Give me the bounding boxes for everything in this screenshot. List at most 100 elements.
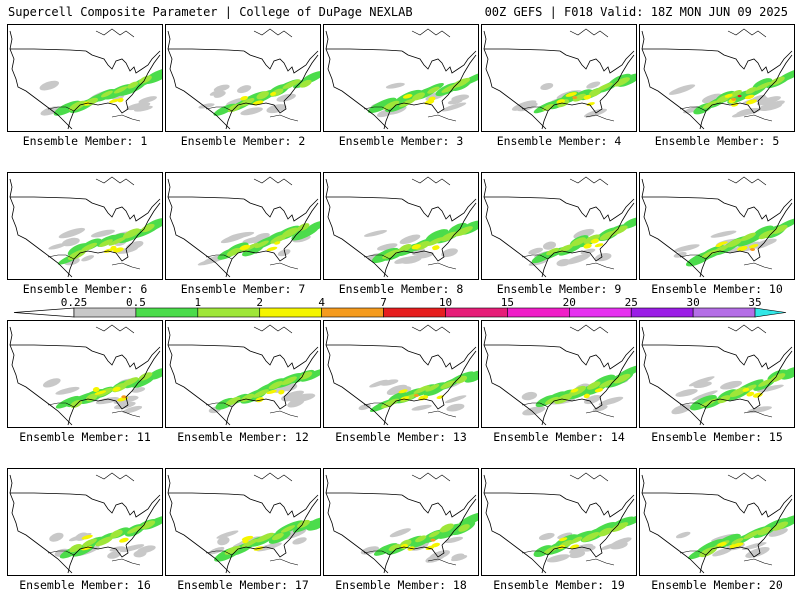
us-basemap — [641, 472, 794, 574]
scp-contour-0.25 — [756, 96, 781, 106]
scp-contour-0.25 — [522, 406, 546, 416]
colorbar-tick-label: 0.5 — [126, 296, 146, 309]
scp-contour-0.25 — [380, 379, 399, 386]
scp-contour-0.25 — [131, 387, 146, 393]
scp-contour-0.25 — [137, 545, 156, 554]
scp-contour-1 — [281, 227, 299, 238]
scp-contour-2 — [744, 94, 755, 100]
ensemble-member-map — [639, 24, 795, 132]
scp-contour-1 — [699, 546, 718, 558]
scp-contour-1 — [412, 92, 425, 101]
ensemble-member-map — [481, 172, 637, 280]
colorbar-tick-label: 10 — [439, 296, 452, 309]
colorbar-tick-label: 2 — [256, 296, 263, 309]
scp-contour-1 — [758, 378, 773, 387]
member-caption: Ensemble Member: 16 — [19, 578, 151, 592]
scp-contour-1 — [570, 536, 583, 544]
page-title: Supercell Composite Parameter | College … — [8, 5, 413, 19]
scp-contour-0.25 — [256, 542, 282, 552]
scp-contour-0.25 — [61, 237, 80, 247]
scp-contour-0.25 — [573, 228, 595, 239]
scp-contour-1 — [570, 237, 586, 247]
scp-contour-0.25 — [216, 530, 239, 539]
ensemble-member-map — [7, 320, 163, 428]
scp-contour-0.25 — [208, 546, 225, 555]
scp-contour-4 — [413, 393, 419, 397]
scp-contour-0.25 — [701, 93, 723, 104]
scp-contour-2 — [436, 395, 444, 399]
scp-contour-2 — [583, 393, 590, 399]
scp-contour-1 — [731, 537, 744, 545]
scp-contour-0.25 — [213, 84, 230, 92]
us-basemap — [325, 324, 478, 426]
scp-contour-2 — [745, 99, 757, 105]
scp-contour-0.25 — [400, 255, 422, 264]
scp-contour-1 — [595, 82, 613, 92]
scp-contour-0.5 — [558, 243, 583, 256]
ensemble-member-map — [165, 24, 321, 132]
scp-contour-0.25 — [377, 243, 398, 251]
member-caption: Ensemble Member: 9 — [496, 282, 622, 296]
colorbar-legend: 0.25 0.5 1 2 4 7 10 15 20 25 30 35 — [13, 296, 787, 318]
colorbar-under-arrow — [13, 307, 75, 318]
scp-contour-0.25 — [446, 403, 465, 412]
scp-contour-0.25 — [117, 246, 139, 254]
scp-contour-1 — [726, 238, 742, 248]
scp-contour-2 — [746, 391, 755, 397]
scp-contour-1 — [546, 247, 559, 256]
scp-contour-1 — [256, 91, 269, 100]
scp-contour-2 — [278, 389, 285, 395]
scp-contour-2 — [240, 95, 249, 101]
scp-contour-1 — [140, 520, 156, 530]
scp-contour-0.5 — [464, 370, 478, 383]
scp-contour-0.25 — [441, 248, 458, 258]
scp-contour-1 — [68, 100, 87, 111]
scp-contour-2 — [583, 94, 592, 100]
scp-contour-4 — [731, 97, 737, 101]
scp-contour-1 — [572, 93, 586, 102]
scp-contour-1 — [712, 244, 730, 254]
scp-contour-1 — [613, 77, 630, 87]
ensemble-member-map — [165, 172, 321, 280]
scp-contour-1 — [717, 395, 731, 404]
scp-contour-0.25 — [240, 107, 263, 116]
member-caption: Ensemble Member: 8 — [338, 282, 464, 296]
scp-contour-1 — [123, 228, 141, 239]
scp-contour-0.25 — [757, 384, 784, 393]
colorbar-segment — [569, 307, 632, 318]
scp-contour-1 — [108, 236, 127, 246]
scp-contour-1 — [297, 519, 310, 528]
scp-contour-1 — [745, 87, 757, 95]
us-basemap — [641, 176, 794, 278]
scp-contour-0.5 — [780, 367, 794, 380]
scp-contour-1 — [757, 526, 772, 536]
scp-contour-0.25 — [693, 381, 712, 389]
scp-contour-0.25 — [444, 536, 464, 544]
scp-contour-0.25 — [40, 106, 61, 116]
ensemble-member-map — [7, 468, 163, 576]
scp-contour-0.25 — [119, 544, 145, 553]
scp-contour-1 — [272, 532, 284, 541]
scp-contour-1 — [282, 79, 301, 89]
scp-contour-0.25 — [81, 255, 95, 262]
scp-contour-7 — [737, 94, 742, 98]
colorbar-segment — [259, 307, 322, 318]
scp-contour-2 — [94, 390, 107, 395]
scp-contour-1 — [227, 103, 241, 113]
scp-contour-0.5 — [622, 217, 636, 229]
scp-contour-1 — [82, 538, 97, 547]
scp-contour-0.5 — [367, 97, 397, 114]
member-caption: Ensemble Member: 1 — [22, 134, 148, 148]
us-basemap — [325, 472, 478, 574]
us-basemap — [9, 28, 162, 130]
scp-contour-0.25 — [745, 546, 770, 558]
us-basemap — [483, 324, 636, 426]
scp-contour-4 — [750, 247, 756, 251]
scp-contour-0.25 — [90, 229, 115, 238]
scp-contour-1 — [81, 242, 98, 252]
scp-contour-1 — [425, 384, 440, 392]
scp-contour-0.25 — [134, 105, 153, 112]
ensemble-member-map — [639, 468, 795, 576]
ensemble-member-map — [481, 468, 637, 576]
